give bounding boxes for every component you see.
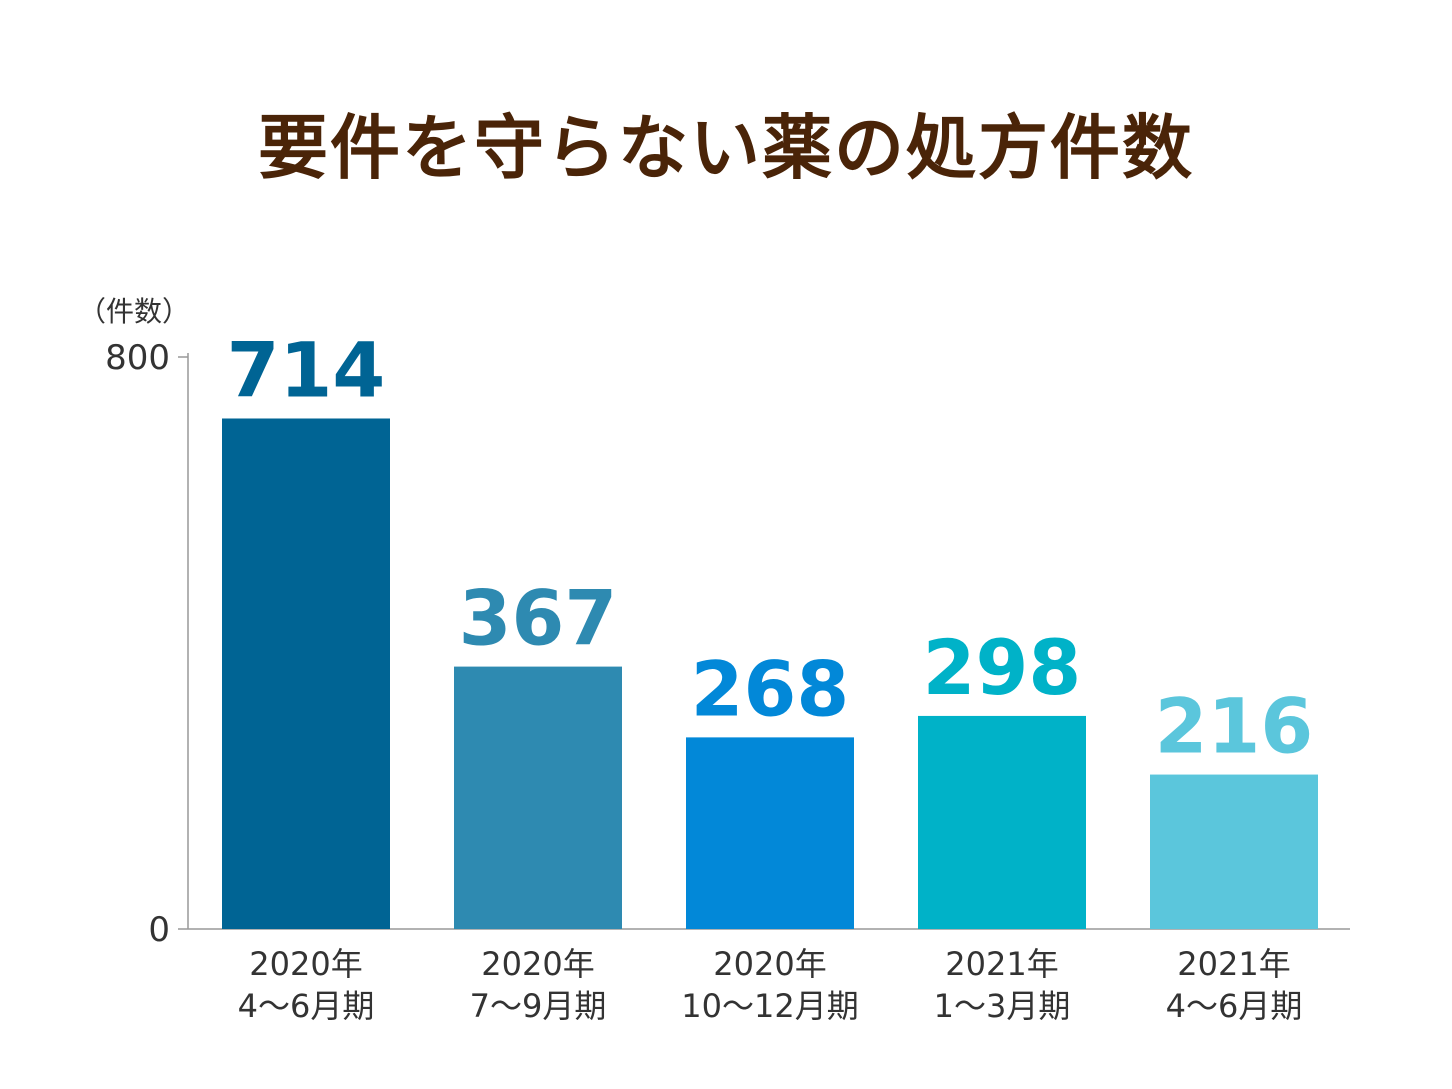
- x-category-label-1: 2020年 4〜6月期: [196, 943, 416, 1027]
- bar-value-label-5: 216: [1155, 682, 1314, 771]
- x-category-label-3: 2020年 10〜12月期: [660, 943, 880, 1027]
- chart-title: 要件を守らない薬の処方件数: [258, 107, 1194, 189]
- y-tick-label: 0: [148, 910, 170, 950]
- bar-5: [1150, 774, 1318, 929]
- bar-3: [686, 737, 854, 929]
- bar-1: [222, 418, 390, 929]
- x-category-label-2: 2020年 7〜9月期: [428, 943, 648, 1027]
- x-category-period: 1〜3月期: [933, 987, 1071, 1025]
- bar-value-label-2: 367: [459, 574, 618, 663]
- x-category-year: 2020年: [713, 945, 827, 983]
- x-category-year: 2021年: [1177, 945, 1291, 983]
- x-category-year: 2020年: [249, 945, 363, 983]
- x-category-year: 2020年: [481, 945, 595, 983]
- x-category-period: 10〜12月期: [681, 987, 859, 1025]
- bar-value-label-3: 268: [691, 644, 850, 733]
- bar-2: [454, 666, 622, 929]
- bar-value-label-4: 298: [923, 623, 1082, 712]
- x-category-label-4: 2021年 1〜3月期: [892, 943, 1112, 1027]
- x-category-year: 2021年: [945, 945, 1059, 983]
- bar-4: [918, 715, 1086, 929]
- x-category-period: 4〜6月期: [237, 987, 375, 1025]
- x-category-label-5: 2021年 4〜6月期: [1124, 943, 1344, 1027]
- x-category-period: 4〜6月期: [1165, 987, 1303, 1025]
- y-tick-label: 800: [105, 338, 170, 378]
- y-axis-unit-label: （件数）: [78, 295, 191, 328]
- bar-value-label-1: 714: [227, 325, 386, 414]
- x-category-period: 7〜9月期: [469, 987, 607, 1025]
